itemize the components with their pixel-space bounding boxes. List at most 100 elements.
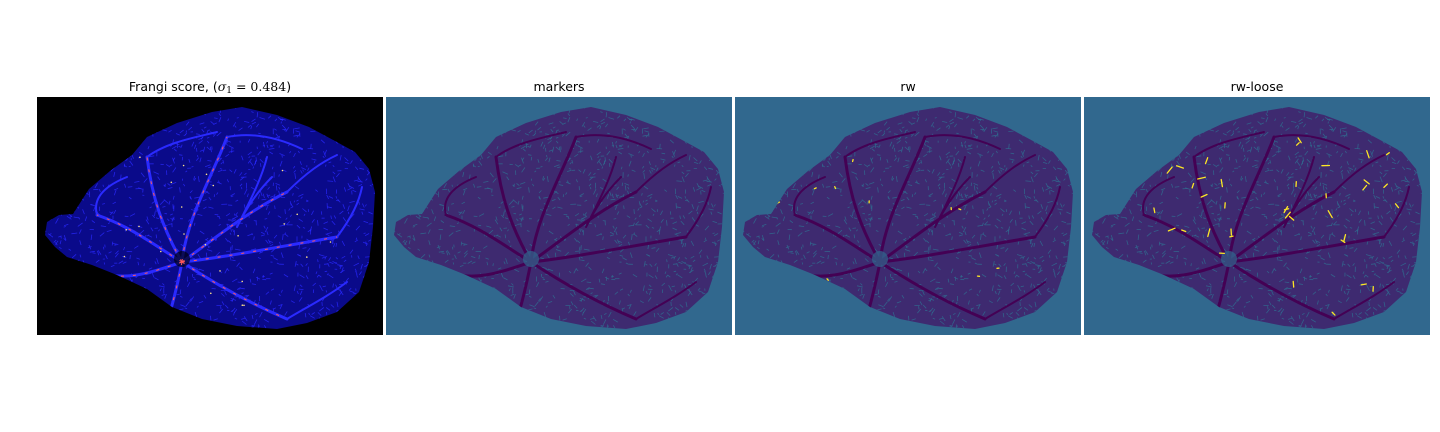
markers-panel-title: markers [533,79,585,94]
segmentation-label [1327,210,1333,219]
frangi-bright-spot [205,173,208,176]
major-vessel [236,176,273,228]
segmentation-label [1200,193,1208,198]
major-vessel [1273,134,1350,150]
markers-image-canvas [386,97,732,335]
rw-loose-panel-title: rw-loose [1230,79,1284,94]
major-vessel [1333,154,1385,193]
optic-disc [872,251,888,267]
major-vessel [1227,190,1336,264]
segmentation-label [1167,227,1176,232]
major-vessel [495,131,567,158]
frangi-bright-spot [138,225,140,228]
optic-disc [1221,251,1237,267]
major-vessel [336,186,363,238]
segmentation-label [1362,184,1368,191]
frangi-panel-title: Frangi score, (σ1 = 0.484) [37,79,383,97]
segmentation-label [1288,215,1295,221]
segmentation-label [1153,207,1156,214]
frangi-image-canvas [37,97,383,335]
frangi-bright-spot [180,206,183,208]
rw-image [735,97,1081,335]
major-vessel [635,281,697,320]
segmentation-label [1343,233,1347,243]
major-vessel [1333,281,1395,320]
frangi-bright-spot [210,292,212,295]
segmentation-label [1204,157,1209,165]
major-vessel [1034,186,1061,238]
frangi-bright-spot [204,243,207,246]
segmentation-label [1191,182,1195,189]
major-vessel [1192,155,1231,264]
major-vessel [984,281,1046,320]
retina-region [1092,107,1422,329]
major-vessel [529,235,688,264]
frangi-bright-spot [160,250,162,253]
segmentation-label [1366,150,1370,159]
retina-region [394,107,724,329]
frangi-response [96,214,183,263]
major-vessel [575,134,652,150]
major-vessel [286,154,338,193]
segmentation-label [813,187,817,190]
segmentation-label [1297,137,1302,144]
segmentation-label [826,278,829,281]
segmentation-label [958,208,962,211]
major-vessel [286,281,348,320]
segmentation-label [1383,183,1388,189]
frangi-title-prefix: Frangi score, ( [128,79,218,94]
major-vessel [1283,176,1320,228]
major-vessel [1142,176,1175,216]
optic-disc [523,251,539,267]
major-vessel [1383,186,1410,238]
segmentation-label [1197,176,1206,180]
major-vessel [635,154,687,193]
major-vessel [1193,131,1265,158]
frangi-bright-spot [306,256,308,258]
major-vessel [924,134,1001,150]
frangi-response [181,236,338,263]
segmentation-label [1292,280,1295,288]
frangi-bright-spot [219,270,221,272]
segmentation-label [1284,211,1291,219]
retina-region [743,107,1073,329]
major-vessel [793,176,826,216]
frangi-bright-spot [212,184,215,187]
frangi-bright-spot [243,304,245,307]
major-vessel [878,260,987,321]
rw-panel-title: rw [900,79,916,94]
segmentation-label [1181,229,1187,233]
major-vessel [1227,235,1386,264]
segmentation-label [1295,142,1300,146]
frangi-bright-spot [183,233,185,235]
major-vessel [939,156,966,218]
major-vessel [529,135,578,264]
major-vessel [1227,135,1276,264]
segmentation-label [1394,203,1400,209]
segmentation-label [1166,166,1173,174]
major-vessel [1288,156,1315,218]
major-vessel [444,176,477,216]
frangi-bright-spot [170,181,173,184]
frangi-bright-spot [123,255,126,258]
segmentation-label [1207,228,1211,238]
frangi-bright-spot [182,164,185,167]
sigma-value: = 0.484 [231,79,287,94]
major-vessel [843,155,882,264]
segmentation-label [1385,152,1390,156]
frangi-bright-spot [125,229,128,231]
major-vessel [241,156,268,218]
major-vessel [984,154,1036,193]
frangi-response [146,156,183,263]
major-vessel [878,190,987,264]
segmentation-label [1175,165,1185,169]
major-vessel [95,176,128,216]
sigma-subscript: 1 [226,86,232,96]
segmentation-label [1283,208,1290,211]
major-vessel [934,176,971,228]
major-vessel [494,155,533,264]
segmentation-label [1363,179,1370,185]
frangi-bright-spot [139,156,141,159]
segmentation-label [834,186,837,190]
markers-image [386,97,732,335]
